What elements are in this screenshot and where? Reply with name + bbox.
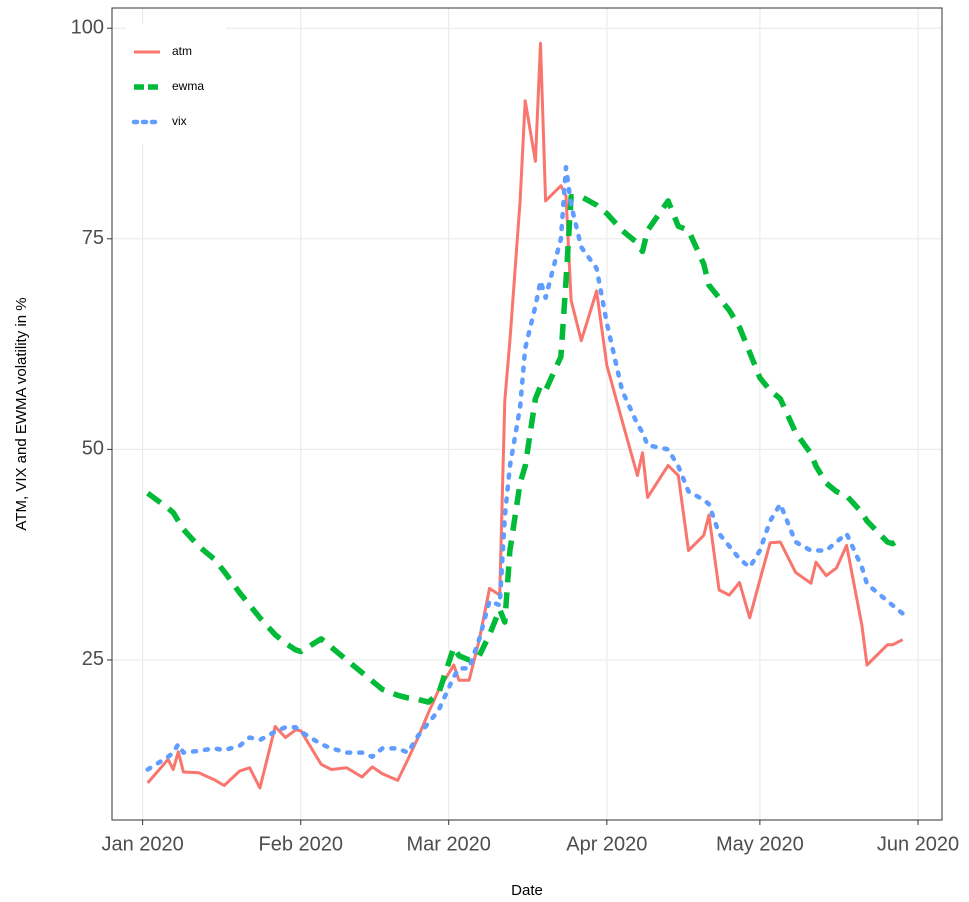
y-tick-label: 75 <box>82 227 104 249</box>
x-tick-label: Apr 2020 <box>566 833 647 855</box>
y-tick-label: 25 <box>82 648 104 670</box>
x-axis-title: Date <box>511 882 543 899</box>
x-tick-label: Mar 2020 <box>406 833 491 855</box>
x-tick-label: May 2020 <box>716 833 804 855</box>
legend-label: vix <box>172 114 187 128</box>
plot-panel <box>112 8 942 820</box>
y-axis-title: ATM, VIX and EWMA volatility in % <box>13 297 30 530</box>
line-atm <box>146 41 904 790</box>
legend-label: ewma <box>172 79 204 93</box>
y-tick-label: 100 <box>71 16 104 38</box>
y-tick-label: 50 <box>82 438 104 460</box>
legend-label: atm <box>172 44 192 58</box>
x-tick-label: Jun 2020 <box>877 833 959 855</box>
line-vix <box>145 164 905 772</box>
panel-border <box>111 7 943 821</box>
x-tick-label: Jan 2020 <box>101 833 183 855</box>
x-tick-label: Feb 2020 <box>258 833 343 855</box>
